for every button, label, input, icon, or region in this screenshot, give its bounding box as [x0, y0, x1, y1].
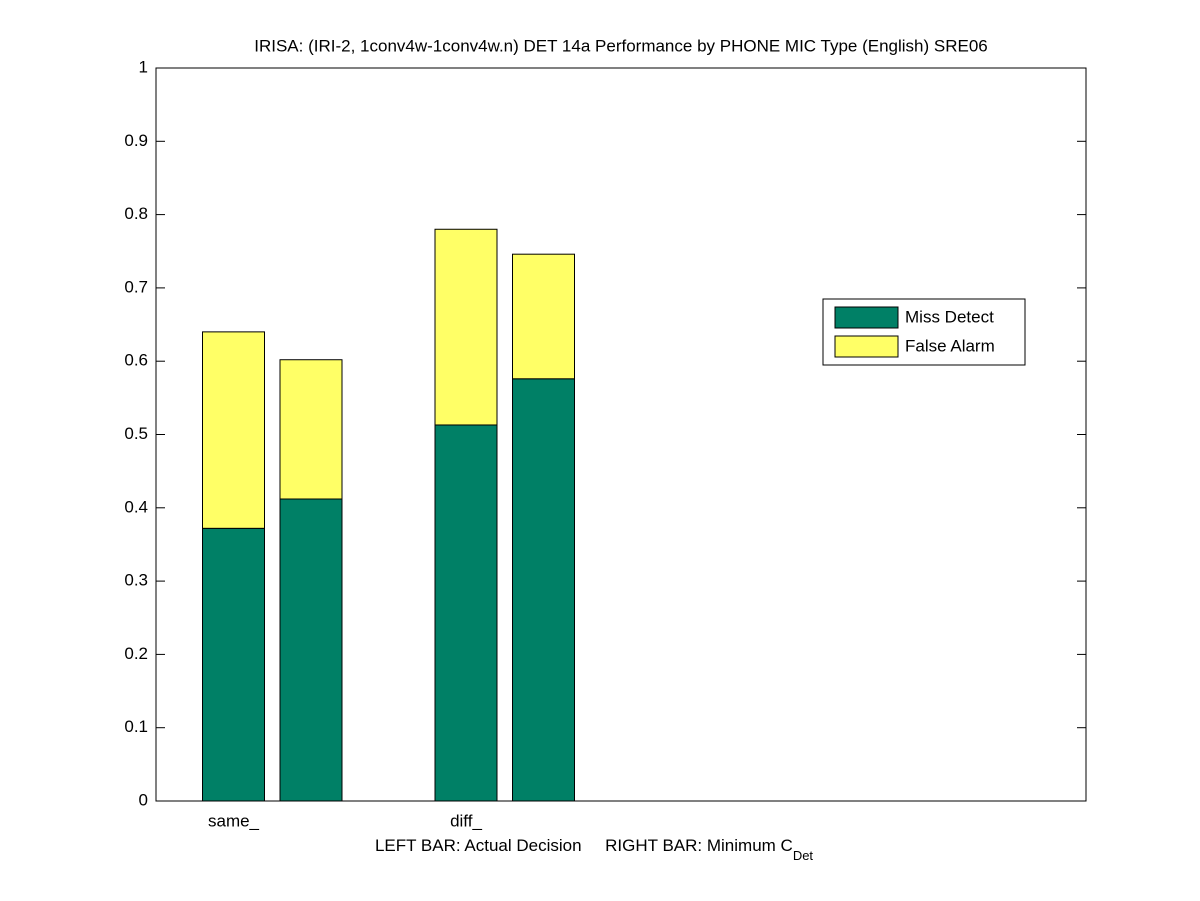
legend-label: Miss Detect [905, 307, 994, 326]
x-tick-label: same_ [208, 811, 260, 830]
x-axis-label-main: LEFT BAR: Actual Decision RIGHT BAR: Min… [375, 836, 793, 855]
y-tick-label: 0.7 [124, 277, 148, 296]
bar-segment [434, 424, 498, 802]
legend-label: False Alarm [905, 336, 995, 355]
y-tick-label: 0.1 [124, 717, 148, 736]
legend: Miss Detect False Alarm [822, 298, 1026, 366]
y-tick-label: 0.6 [124, 351, 148, 370]
bar-segment [512, 253, 575, 380]
x-axis-label: LEFT BAR: Actual Decision RIGHT BAR: Min… [375, 836, 813, 863]
y-tick-label: 0.4 [124, 497, 148, 516]
bar-segment [279, 498, 343, 802]
y-tick-label: 1 [139, 57, 148, 76]
y-tick-label: 0.3 [124, 571, 148, 590]
bar-segment [279, 359, 343, 500]
bar-segment [434, 228, 498, 426]
x-tick-label: diff_ [450, 811, 482, 830]
bar-segment [202, 331, 265, 529]
plot-frame [155, 67, 1087, 802]
y-tick-label: 0 [139, 790, 148, 809]
legend-swatch [834, 335, 899, 358]
legend-swatch [834, 306, 899, 329]
x-axis-label-subscript: Det [793, 848, 814, 863]
y-tick-label: 0.2 [124, 644, 148, 663]
y-tick-label: 0.9 [124, 131, 148, 150]
bar-segment [202, 527, 265, 802]
chart-title: IRISA: (IRI-2, 1conv4w-1conv4w.n) DET 14… [254, 36, 988, 55]
bar-segment [512, 378, 575, 802]
y-tick-label: 0.5 [124, 424, 148, 443]
y-tick-label: 0.8 [124, 204, 148, 223]
